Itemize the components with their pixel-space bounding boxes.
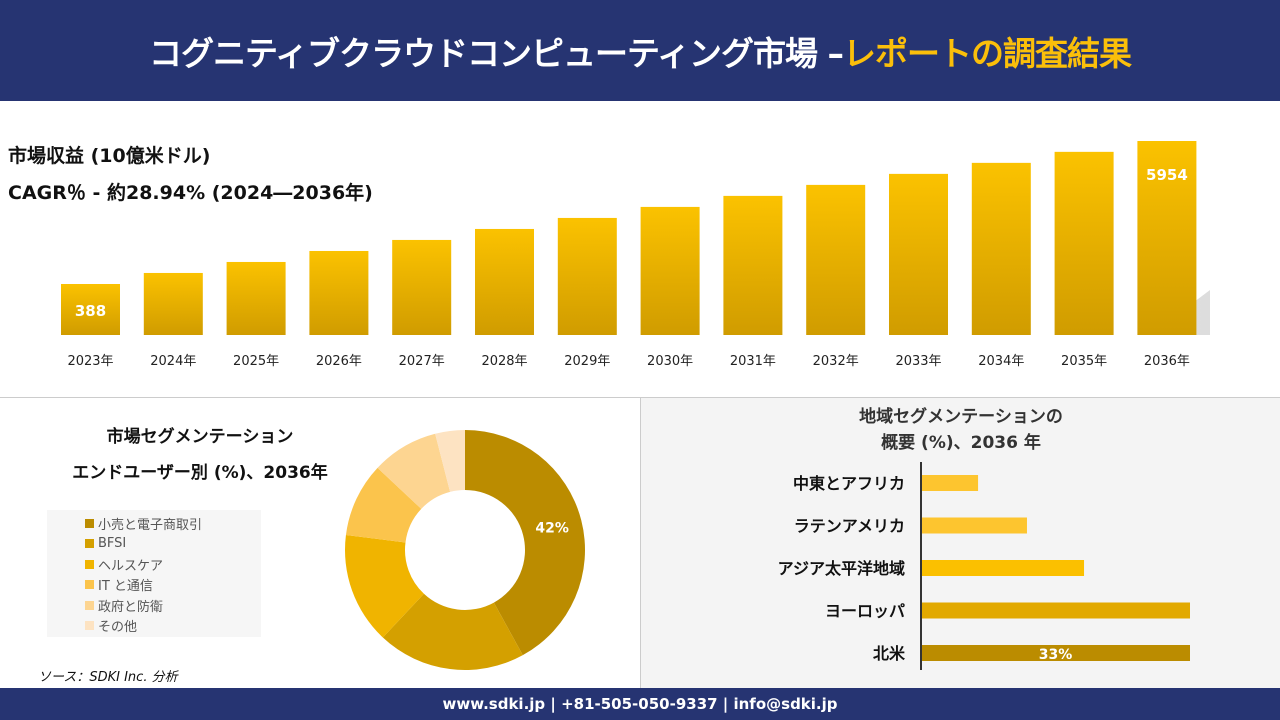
- donut-slice: [382, 593, 523, 670]
- revenue-bar: [475, 228, 534, 335]
- divider: [640, 398, 641, 688]
- donut-slice: [345, 467, 422, 543]
- legend-item: その他: [85, 616, 261, 637]
- legend-swatch: [85, 600, 94, 610]
- source-note: ソース：SDKI Inc. 分析: [38, 670, 178, 685]
- legend-item: 政府と防衛: [85, 595, 261, 616]
- region-label: ラテンアメリカ: [794, 517, 905, 536]
- divider: [0, 397, 1280, 398]
- legend-item: 小売と電子商取引: [85, 513, 261, 534]
- year-tick-label: 2030年: [647, 354, 693, 369]
- legend-swatch: [85, 559, 94, 569]
- legend-swatch: [85, 518, 94, 528]
- region-label: ヨーロッパ: [825, 602, 905, 621]
- legend-item: BFSI: [85, 534, 261, 555]
- legend-label: IT と通信: [98, 579, 153, 595]
- title-main: コグニティブクラウドコンピューティング市場 –: [148, 33, 844, 73]
- region-label: 中東とアフリカ: [793, 474, 905, 493]
- legend-swatch: [85, 539, 94, 549]
- region-bar: [921, 602, 1190, 619]
- legend-label: BFSI: [98, 536, 127, 552]
- year-tick-label: 2028年: [481, 354, 527, 369]
- region-label: 北米: [873, 644, 906, 663]
- segment-title: 市場セグメンテーション: [106, 427, 294, 447]
- revenue-bar: [557, 217, 617, 335]
- year-tick-label: 2027年: [399, 354, 445, 369]
- legend-label: 政府と防衛: [98, 599, 164, 615]
- revenue-bar: [971, 162, 1031, 335]
- donut-slice: [377, 433, 451, 509]
- year-tick-label: 2026年: [316, 354, 362, 369]
- region-title: 地域セグメンテーションの 概要 (%)、2036 年: [811, 404, 1111, 456]
- end-user-segment-panel: 42% 市場セグメンテーション エンドユーザー別 (%)、2036年 小売と電子…: [0, 398, 640, 688]
- revenue-bar: [723, 195, 783, 335]
- donut-legend: 小売と電子商取引 BFSI ヘルスケア IT と通信 政府と防衛その他: [47, 510, 261, 637]
- region-title-line: 概要 (%)、2036 年: [881, 433, 1041, 453]
- revenue-bar: [889, 173, 948, 335]
- legend-swatch: [85, 621, 94, 631]
- year-tick-label: 2033年: [895, 354, 941, 369]
- revenue-bar-chart: 2023年 388 2024年 2025年 2026年 2027年 2028年 2029年 20…: [60, 141, 1210, 369]
- region-bar: [921, 645, 1190, 661]
- region-data-label: 33%: [1039, 647, 1073, 663]
- legend-item: IT と通信: [85, 575, 261, 596]
- footer-contact: www.sdki.jp | +81-505-050-9337 | info@sd…: [0, 688, 1280, 720]
- revenue-bar: [1137, 141, 1197, 335]
- year-tick-label: 2024年: [150, 354, 196, 369]
- slice-data-label: 42%: [535, 521, 569, 537]
- legend-item: ヘルスケア: [85, 554, 261, 575]
- revenue-bar: [392, 239, 452, 335]
- revenue-bar: [806, 184, 866, 335]
- cagr-label: CAGR％ - 約28.94% (2024―2036年): [8, 182, 373, 204]
- end-user-donut-chart: 42%: [345, 430, 586, 670]
- year-tick-label: 2036年: [1144, 354, 1190, 369]
- year-tick-label: 2025年: [233, 354, 279, 369]
- year-tick-label: 2029年: [564, 354, 610, 369]
- donut-slice: [435, 430, 465, 492]
- region-bar: [921, 517, 1027, 534]
- region-label: アジア太平洋地域: [778, 559, 905, 578]
- year-tick-label: 2032年: [813, 354, 859, 369]
- market-info: 市場収益 (10億米ドル) CAGR％ - 約28.94% (2024―2036…: [8, 138, 373, 212]
- revenue-bar: [226, 261, 286, 335]
- donut-slice: [465, 430, 586, 656]
- year-tick-label: 2031年: [730, 354, 776, 369]
- revenue-bar: [309, 250, 369, 335]
- region-bar: [921, 475, 979, 491]
- segment-subtitle: エンドユーザー別 (%)、2036年: [72, 463, 328, 483]
- revenue-bar: [1054, 151, 1114, 335]
- bar-data-label: 5954: [1146, 166, 1188, 184]
- page-header: コグニティブクラウドコンピューティング市場 – レポートの調査結果: [0, 0, 1280, 101]
- region-bar: [921, 560, 1085, 576]
- revenue-bar: [61, 284, 120, 335]
- legend-swatch: [85, 580, 94, 590]
- region-segment-panel: 地域セグメンテーションの 概要 (%)、2036 年 中東とアフリカ ラテンアメリ…: [641, 398, 1280, 688]
- title-accent: レポートの調査結果: [843, 33, 1132, 73]
- region-title-line: 地域セグメンテーションの: [859, 407, 1063, 427]
- year-tick-label: 2035年: [1061, 354, 1107, 369]
- legend-label: 小売と電子商取引: [98, 517, 203, 533]
- legend-label: その他: [98, 620, 138, 636]
- legend-label: ヘルスケア: [98, 558, 164, 574]
- revenue-bar: [143, 272, 203, 335]
- year-tick-label: 2034年: [978, 354, 1024, 369]
- donut-slice: [345, 534, 424, 638]
- revenue-bar: [640, 206, 700, 335]
- year-tick-label: 2023年: [67, 354, 113, 369]
- bar-data-label: 388: [75, 302, 106, 320]
- revenue-label: 市場収益 (10億米ドル): [8, 145, 211, 167]
